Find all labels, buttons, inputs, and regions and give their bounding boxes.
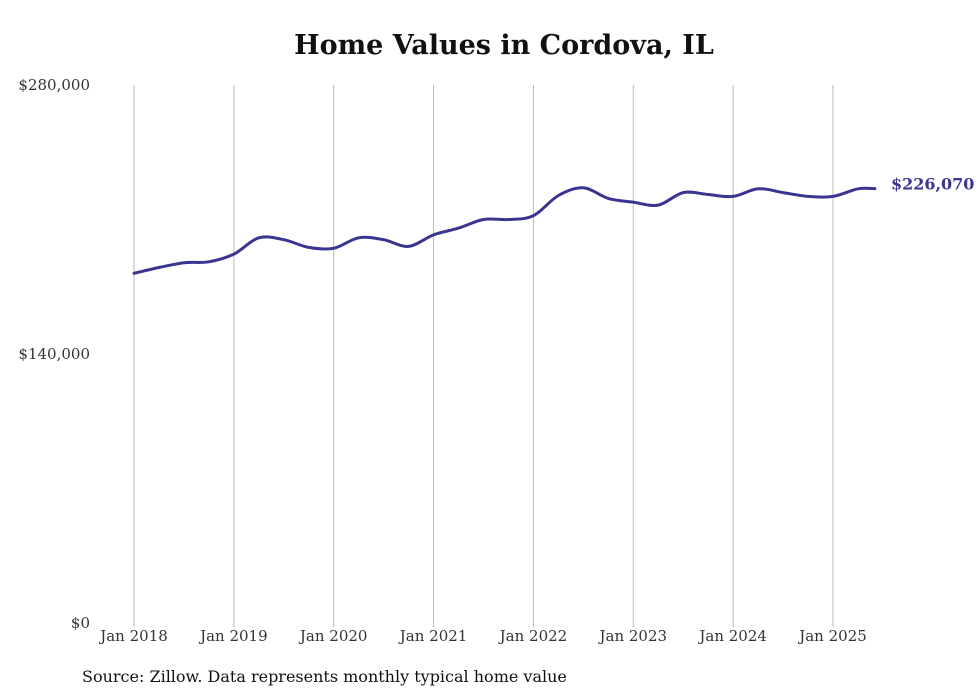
x-axis: Jan 2018 Jan 2019 Jan 2020 Jan 2021 Jan 2022… bbox=[98, 627, 867, 645]
y-tick-label: $0 bbox=[71, 614, 90, 632]
x-tick-label: Jan 2019 bbox=[198, 627, 268, 645]
y-axis: $0 $140,000 $280,000 bbox=[18, 76, 90, 632]
series-line bbox=[132, 186, 877, 275]
series-layer: $226,070 bbox=[132, 175, 975, 275]
x-tick-label: Jan 2023 bbox=[598, 627, 668, 645]
end-value-label: $226,070 bbox=[891, 175, 975, 194]
x-tick-label: Jan 2024 bbox=[697, 627, 767, 645]
x-tick-label: Jan 2018 bbox=[98, 627, 168, 645]
y-tick-label: $140,000 bbox=[18, 345, 90, 363]
y-tick-label: $280,000 bbox=[18, 76, 90, 94]
x-tick-label: Jan 2021 bbox=[398, 627, 468, 645]
x-tick-label: Jan 2022 bbox=[498, 627, 568, 645]
chart-title: Home Values in Cordova, IL bbox=[294, 30, 714, 61]
x-tick-label: Jan 2020 bbox=[298, 627, 368, 645]
source-note: Source: Zillow. Data represents monthly … bbox=[82, 667, 567, 686]
grid-lines bbox=[133, 85, 834, 627]
x-tick-label: Jan 2025 bbox=[797, 627, 867, 645]
